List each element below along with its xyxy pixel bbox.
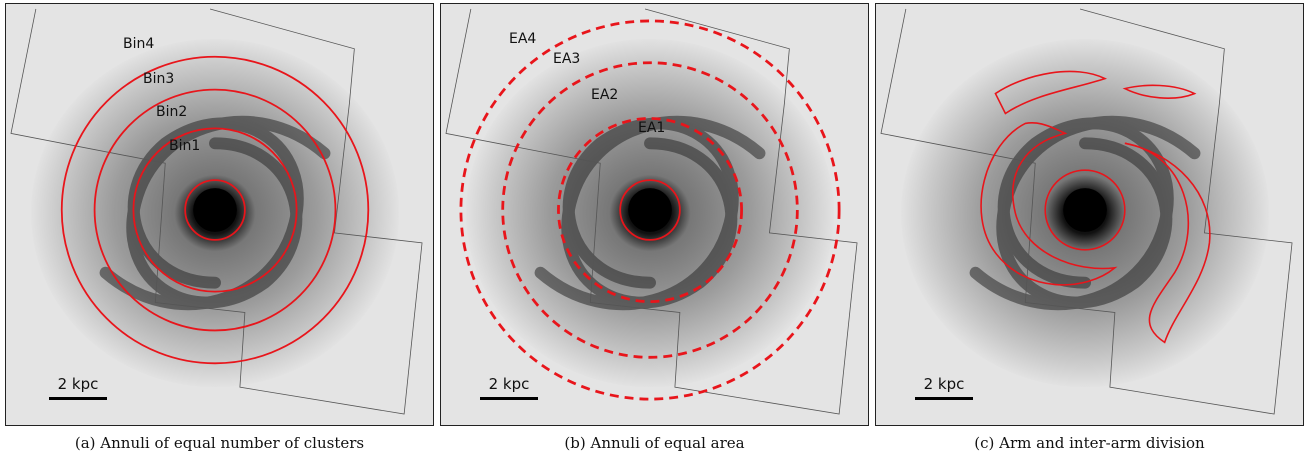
scale-label: 2 kpc <box>57 375 99 393</box>
ring-label: Bin3 <box>143 71 175 87</box>
caption-a: (a) Annuli of equal number of clusters <box>74 434 365 452</box>
scale-bar: 2 kpc <box>479 375 539 400</box>
arm-contours <box>980 70 1211 344</box>
panel-a: Bin4 Bin3 Bin2 Bin1 2 kpc <box>5 3 434 426</box>
caption-c: (c) Arm and inter-arm division <box>974 434 1205 452</box>
scale-label: 2 kpc <box>923 375 965 393</box>
panel-c: 2 kpc <box>875 3 1304 426</box>
ring-label: EA4 <box>509 31 537 47</box>
scale-line <box>480 397 538 400</box>
ring-label: EA3 <box>553 51 581 67</box>
scale-label: 2 kpc <box>488 375 530 393</box>
ring-label: EA1 <box>638 120 666 136</box>
galaxy-image-c <box>876 4 1303 425</box>
annuli-b-inner <box>619 179 681 241</box>
ring-label: Bin2 <box>156 104 188 120</box>
ring-label: EA2 <box>591 87 619 103</box>
ring-label: Bin4 <box>123 36 155 52</box>
scale-line <box>915 397 973 400</box>
scale-bar: 2 kpc <box>914 375 974 400</box>
scale-bar: 2 kpc <box>48 375 108 400</box>
galaxy-image-a <box>6 4 433 425</box>
galaxy-image-b <box>441 4 868 425</box>
caption-b: (b) Annuli of equal area <box>564 434 745 452</box>
panel-b: EA4 EA3 EA2 EA1 2 kpc <box>440 3 869 426</box>
ring-label: Bin1 <box>169 138 201 154</box>
scale-line <box>49 397 107 400</box>
annuli-a <box>60 55 370 365</box>
annuli-b <box>459 19 841 401</box>
